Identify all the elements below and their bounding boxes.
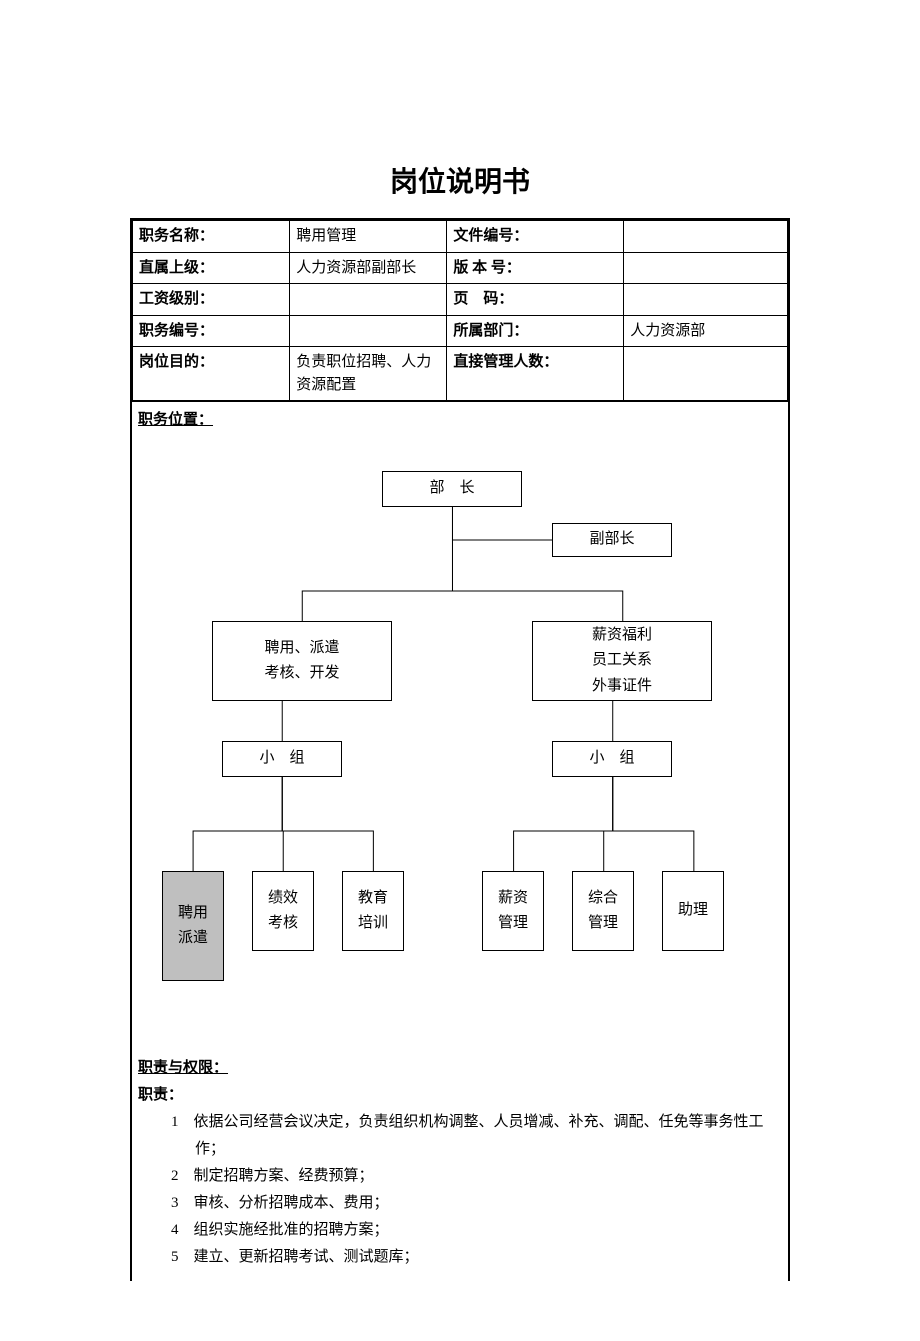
org-node-leaf4: 薪资管理 bbox=[482, 871, 544, 951]
org-node-leaf1: 聘用派遣 bbox=[162, 871, 224, 981]
value-doc-no bbox=[624, 221, 788, 253]
responsibility-item: 4 组织实施经批准的招聘方案； bbox=[171, 1217, 782, 1244]
label-job-title: 职务名称： bbox=[133, 221, 290, 253]
value-job-title: 聘用管理 bbox=[290, 221, 447, 253]
value-department: 人力资源部 bbox=[624, 315, 788, 347]
position-section-label: 职务位置： bbox=[132, 401, 788, 431]
responsibilities-subheading: 职责： bbox=[138, 1082, 782, 1109]
value-purpose: 负责职位招聘、人力资源配置 bbox=[290, 347, 447, 401]
table-row: 直属上级： 人力资源部副部长 版 本 号： bbox=[133, 252, 788, 284]
table-row: 职务编号： 所属部门： 人力资源部 bbox=[133, 315, 788, 347]
label-page: 页 码： bbox=[447, 284, 624, 316]
org-node-leftGrp: 聘用、派遣考核、开发 bbox=[212, 621, 392, 701]
value-page bbox=[624, 284, 788, 316]
org-node-rightGrp: 薪资福利员工关系外事证件 bbox=[532, 621, 712, 701]
table-row: 工资级别： 页 码： bbox=[133, 284, 788, 316]
label-department: 所属部门： bbox=[447, 315, 624, 347]
label-supervisor: 直属上级： bbox=[133, 252, 290, 284]
org-node-leaf3: 教育培训 bbox=[342, 871, 404, 951]
org-node-leftTeam: 小 组 bbox=[222, 741, 342, 777]
org-node-vice: 副部长 bbox=[552, 523, 672, 557]
responsibility-item: 3 审核、分析招聘成本、费用； bbox=[171, 1190, 782, 1217]
responsibility-item: 2 制定招聘方案、经费预算； bbox=[171, 1163, 782, 1190]
value-version bbox=[624, 252, 788, 284]
responsibility-item: 1 依据公司经营会议决定，负责组织机构调整、人员增减、补充、调配、任免等事务性工… bbox=[171, 1109, 782, 1163]
responsibilities-heading: 职责与权限： bbox=[138, 1055, 782, 1082]
org-chart: 部 长副部长聘用、派遣考核、开发 薪资福利员工关系外事证件小 组 小 组聘用派遣绩效… bbox=[132, 431, 788, 1051]
document-title: 岗位说明书 bbox=[130, 160, 790, 200]
org-node-leaf2: 绩效考核 bbox=[252, 871, 314, 951]
document-frame: 职务名称： 聘用管理 文件编号： 直属上级： 人力资源部副部长 版 本 号： 工… bbox=[130, 218, 790, 1281]
info-table: 职务名称： 聘用管理 文件编号： 直属上级： 人力资源部副部长 版 本 号： 工… bbox=[132, 220, 788, 401]
responsibilities-list: 1 依据公司经营会议决定，负责组织机构调整、人员增减、补充、调配、任免等事务性工… bbox=[138, 1109, 782, 1271]
value-headcount bbox=[624, 347, 788, 401]
table-row: 岗位目的： 负责职位招聘、人力资源配置 直接管理人数： bbox=[133, 347, 788, 401]
label-headcount: 直接管理人数： bbox=[447, 347, 624, 401]
value-salary-grade bbox=[290, 284, 447, 316]
org-node-rightTeam: 小 组 bbox=[552, 741, 672, 777]
page: 岗位说明书 职务名称： 聘用管理 文件编号： 直属上级： 人力资源部副部长 版 … bbox=[0, 0, 920, 1341]
org-node-leaf6: 助理 bbox=[662, 871, 724, 951]
table-row: 职务名称： 聘用管理 文件编号： bbox=[133, 221, 788, 253]
label-doc-no: 文件编号： bbox=[447, 221, 624, 253]
label-job-no: 职务编号： bbox=[133, 315, 290, 347]
label-salary-grade: 工资级别： bbox=[133, 284, 290, 316]
value-supervisor: 人力资源部副部长 bbox=[290, 252, 447, 284]
responsibilities-section: 职责与权限： 职责： 1 依据公司经营会议决定，负责组织机构调整、人员增减、补充… bbox=[132, 1051, 788, 1281]
value-job-no bbox=[290, 315, 447, 347]
responsibility-item: 5 建立、更新招聘考试、测试题库； bbox=[171, 1244, 782, 1271]
org-node-minister: 部 长 bbox=[382, 471, 522, 507]
org-node-leaf5: 综合管理 bbox=[572, 871, 634, 951]
label-purpose: 岗位目的： bbox=[133, 347, 290, 401]
label-version: 版 本 号： bbox=[447, 252, 624, 284]
